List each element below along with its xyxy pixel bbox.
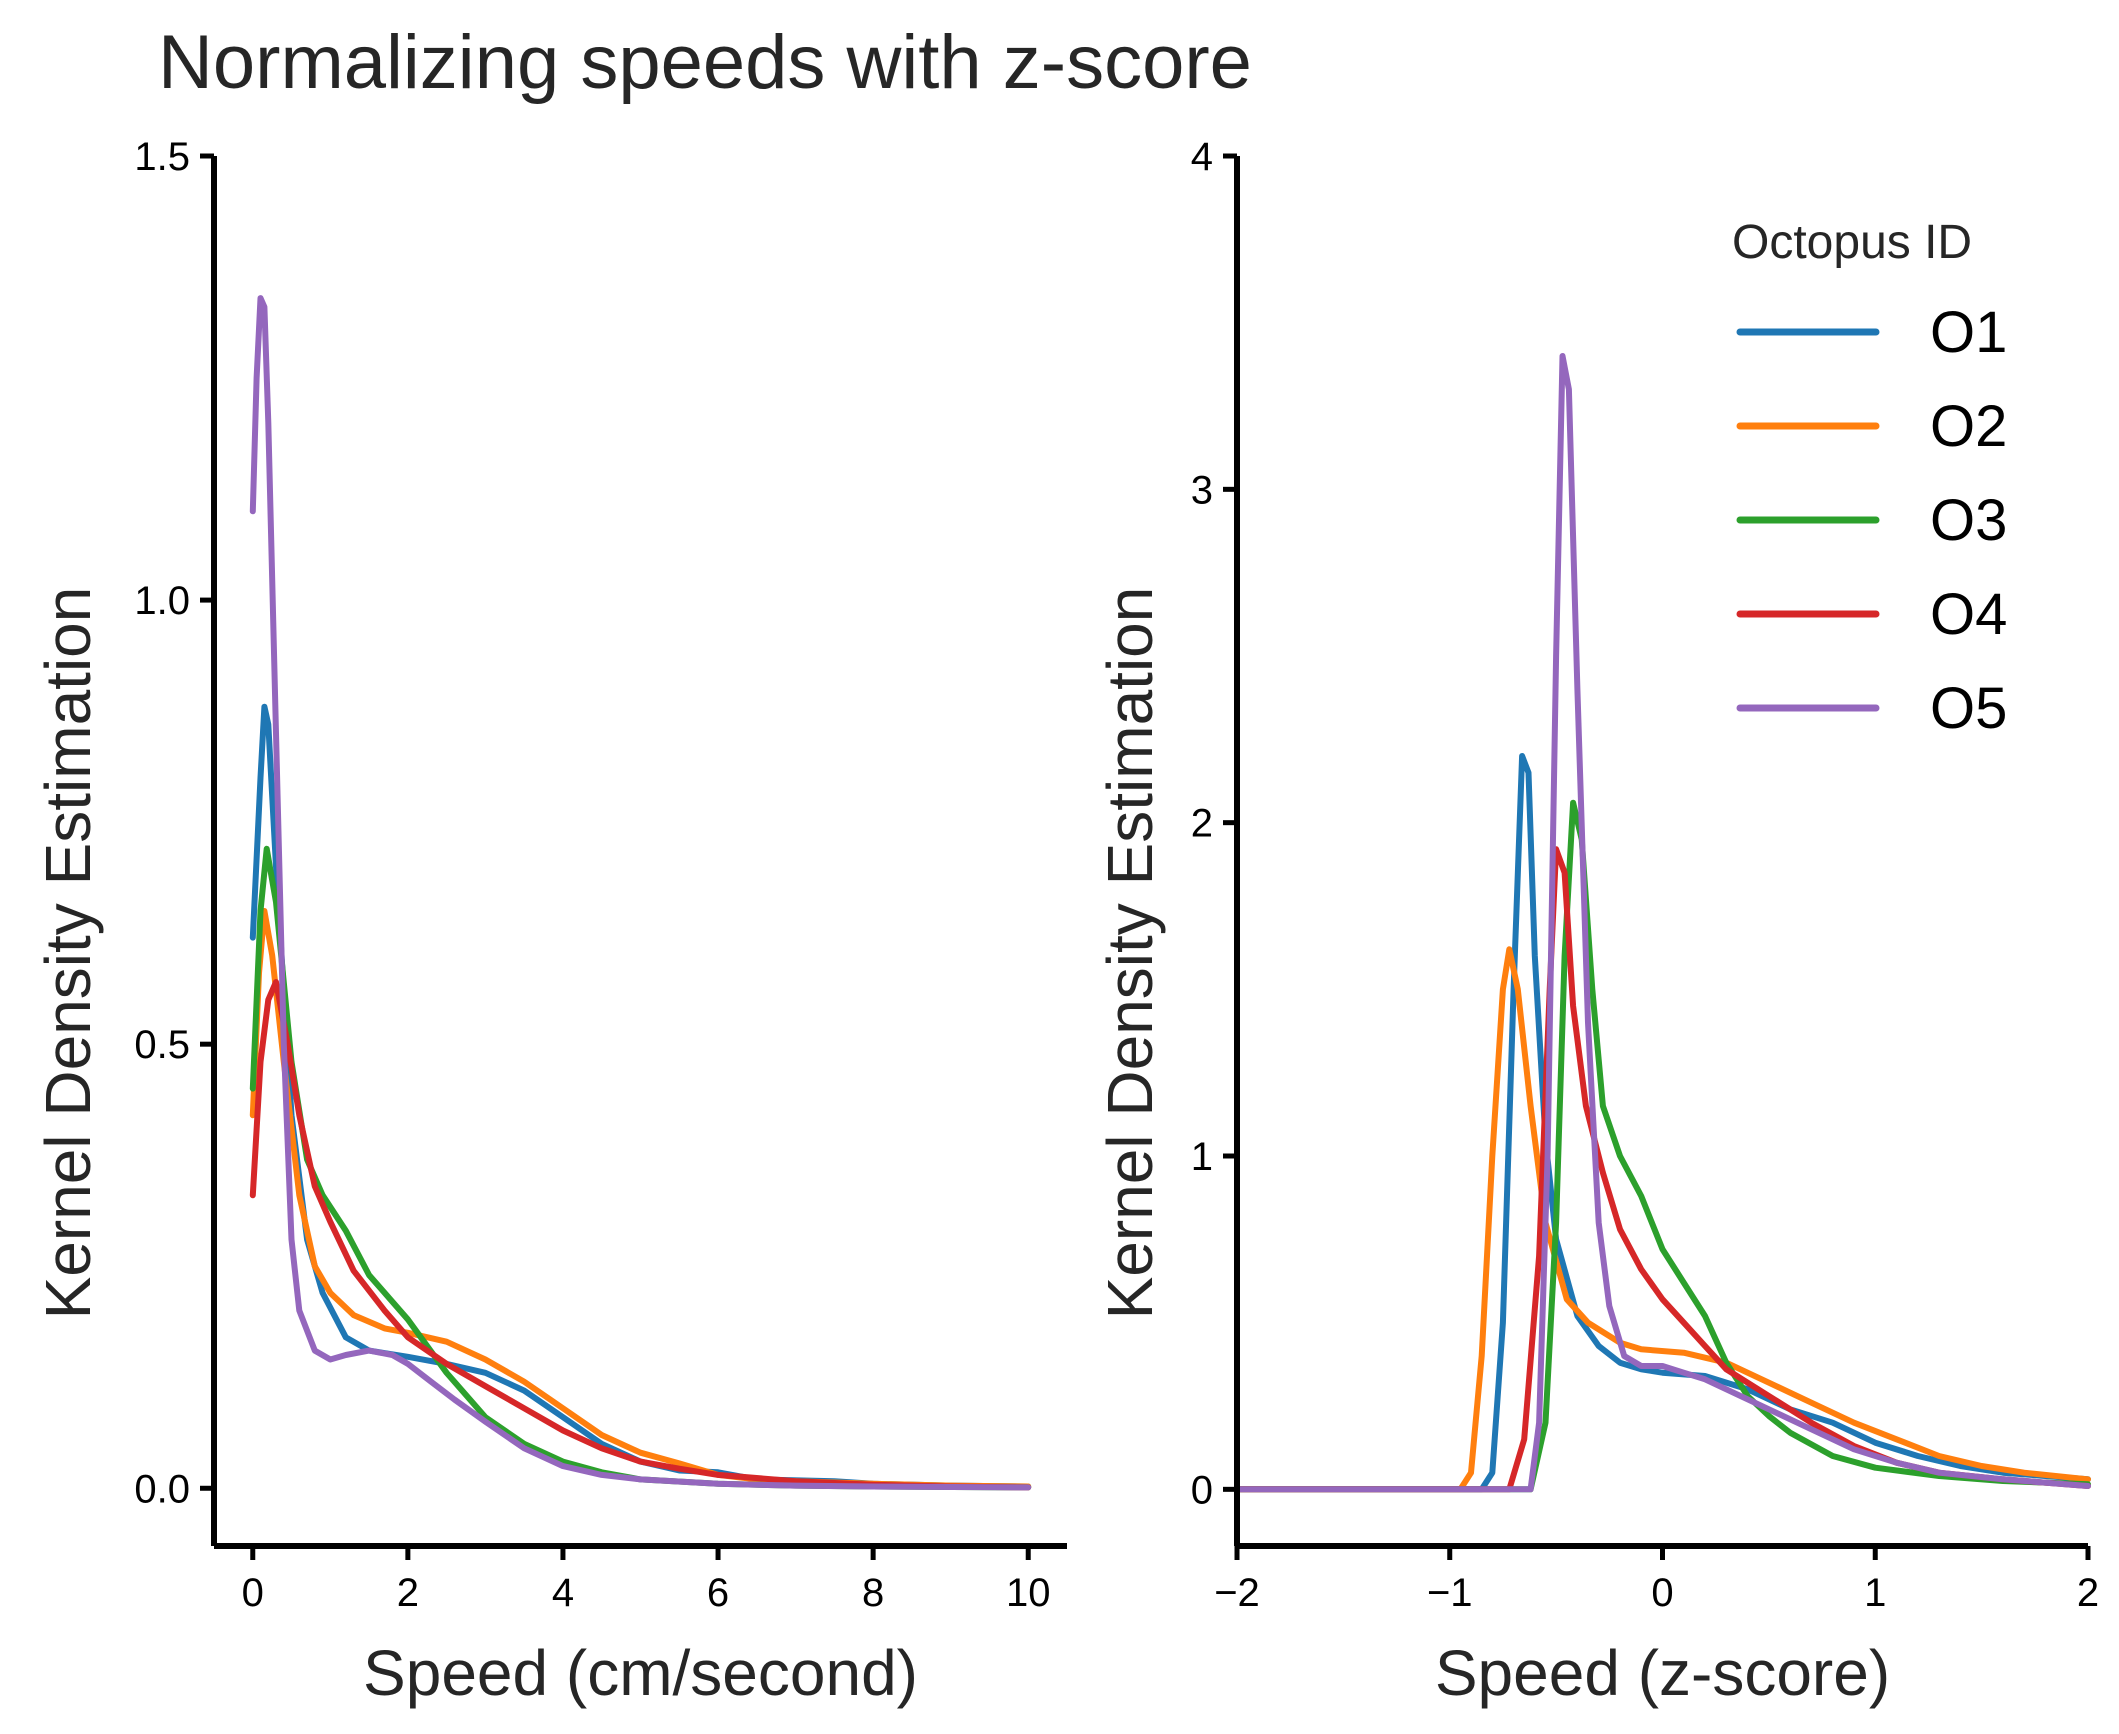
y-tick-label: 0 [1191, 1468, 1213, 1512]
y-tick-label: 0.0 [134, 1467, 190, 1511]
series-line-o5 [249, 295, 1032, 1491]
legend-label-o5: O5 [1930, 676, 2007, 741]
series-line-o5 [1234, 353, 2091, 1493]
x-axis-label: Speed (cm/second) [363, 1637, 918, 1709]
right-panel: 0 1 2 3 4 −2 −1 0 1 2 Speed (z-score) Kernel Densit… [1094, 135, 2099, 1709]
x-tick-label: 6 [707, 1571, 729, 1615]
x-tick-label: 2 [2077, 1571, 2099, 1615]
x-tick-label: 0 [1651, 1571, 1673, 1615]
x-axis-label: Speed (z-score) [1435, 1637, 1890, 1709]
x-tick-label: −1 [1427, 1571, 1473, 1615]
legend-title: Octopus ID [1732, 216, 1972, 269]
legend-label-o1: O1 [1930, 300, 2007, 365]
y-tick-label: 2 [1191, 802, 1213, 846]
y-axis-label: Kernel Density Estimation [32, 587, 104, 1320]
y-tick-label: 0.5 [134, 1023, 190, 1067]
x-tick-label: −2 [1214, 1571, 1260, 1615]
series-line-o2 [1234, 946, 2091, 1493]
series-line-o3 [249, 845, 1032, 1491]
series-line-o4 [1234, 846, 2091, 1493]
y-tick-label: 3 [1191, 468, 1213, 512]
series-line-o2 [249, 908, 1032, 1490]
x-tick-label: 8 [862, 1571, 884, 1615]
legend: Octopus ID O1 O2 O3 O4 O5 [1732, 216, 2007, 741]
series-line-o4 [249, 979, 1032, 1491]
legend-label-o2: O2 [1930, 394, 2007, 459]
x-tick-label: 4 [552, 1571, 574, 1615]
x-tick-label: 1 [1864, 1571, 1886, 1615]
series-line-o1 [1234, 753, 2091, 1493]
y-tick-label: 1.0 [134, 579, 190, 623]
chart-title: Normalizing speeds with z-score [158, 20, 1252, 105]
y-tick-label: 4 [1191, 135, 1213, 179]
x-tick-label: 10 [1006, 1571, 1051, 1615]
x-tick-label: 2 [397, 1571, 419, 1615]
legend-label-o4: O4 [1930, 582, 2007, 647]
left-panel: 0.0 0.5 1.0 1.5 0 2 4 6 8 10 Speed (cm/second) Kern… [32, 135, 1067, 1709]
x-tick-label: 0 [242, 1571, 264, 1615]
series-line-o3 [1234, 799, 2091, 1493]
y-tick-label: 1 [1191, 1135, 1213, 1179]
legend-label-o3: O3 [1930, 488, 2007, 553]
y-axis-label: Kernel Density Estimation [1094, 587, 1166, 1320]
series-line-o1 [249, 703, 1032, 1490]
y-tick-label: 1.5 [134, 135, 190, 179]
